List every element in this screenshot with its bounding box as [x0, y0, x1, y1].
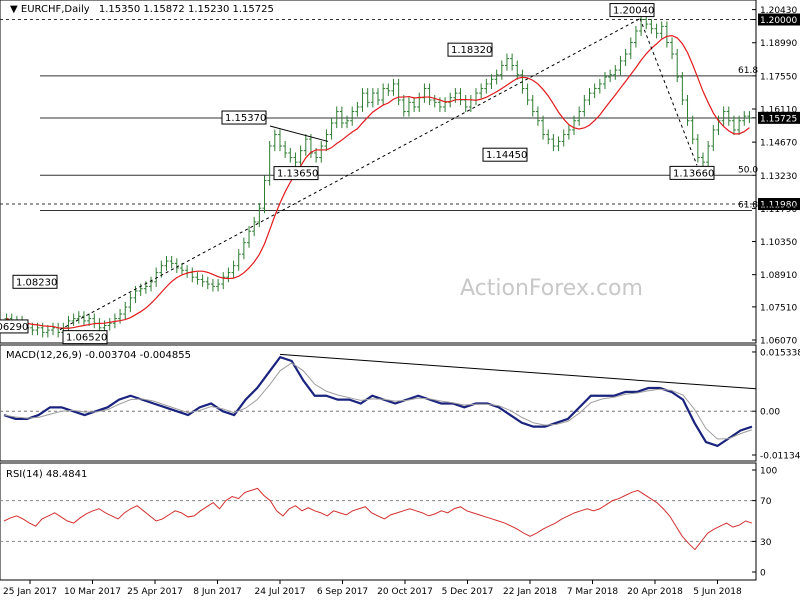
price-tick-label: 1.20430: [760, 6, 797, 16]
price-tick-label: 1.11790: [760, 205, 797, 215]
macd-signal-line: [3, 362, 753, 440]
price-annotation-box: [221, 110, 267, 125]
price-annotation-label: 1.14450: [486, 150, 527, 161]
price-tick-label: 1.10350: [760, 238, 797, 248]
rsi-layer: RSI(14) 48.4841 100 70 30 0: [0, 467, 777, 579]
trend-line: [639, 18, 698, 166]
price-tick-label: 1.18990: [760, 39, 797, 49]
price-tick-label: 1.11980: [760, 201, 797, 211]
price-annotation-label: 1.15370: [225, 113, 266, 124]
x-tick-label: 5 Dec 2017: [442, 587, 494, 597]
price-tick-label: 1.20000: [760, 16, 797, 26]
price-annotation-box: [62, 330, 108, 345]
price-annotation-label: 1.18320: [451, 45, 492, 56]
watermark: ActionForex.com: [460, 276, 643, 301]
price-tick-box: [758, 111, 800, 124]
price-annotation-label: 1.08230: [16, 277, 57, 288]
macd-line: [3, 355, 753, 448]
x-tick-label: 20 Apr 2018: [627, 587, 683, 597]
price-tick-label: 1.06070: [760, 337, 797, 347]
symbol-label: ▼ EURCHF,Daily 1.15350 1.15872 1.15230 1…: [10, 4, 274, 15]
price-tick-box: [758, 198, 800, 211]
rsi-panel-frame: [0, 462, 757, 581]
macd-layer: MACD(12,26,9) -0.003704 -0.004855 0.01533…: [0, 348, 800, 462]
price-annotation-label: 1.06520: [66, 333, 107, 344]
price-tick-box: [758, 13, 800, 26]
rsi-tick-label: 70: [760, 497, 772, 507]
rsi-line: [3, 487, 753, 551]
price-tick-label: 1.14670: [760, 139, 797, 149]
price-annotation-box: [669, 165, 715, 180]
x-tick-label: 25 Jan 2017: [3, 587, 57, 597]
x-tick-label: 8 Jun 2017: [193, 587, 241, 597]
price-annotation-box: [482, 147, 528, 162]
trend-line: [59, 18, 641, 331]
price-annotation-box: [609, 3, 655, 18]
macd-tick-label: 0.015338: [760, 348, 800, 358]
macd-panel-frame: [0, 344, 757, 462]
fib-level-tag: 61.8: [738, 66, 758, 76]
x-tick-label: 5 Jun 2018: [693, 587, 742, 597]
rsi-tick-label: 30: [760, 538, 772, 548]
fib-level-tag: 50.0: [738, 165, 758, 175]
x-tick-label: 22 Jan 2018: [503, 587, 557, 597]
x-tick-label: 10 Mar 2017: [64, 587, 121, 597]
price-panel-frame: [0, 0, 757, 344]
price-annotation-label: 1.13650: [277, 169, 318, 180]
x-tick-label: 20 Oct 2017: [377, 587, 433, 597]
price-tick-label: 1.17550: [760, 72, 797, 82]
price-tick-label: 1.16110: [760, 106, 797, 116]
macd-trend-line: [279, 353, 757, 390]
macd-tick-label: 0.00: [760, 408, 780, 418]
moving-average-line: [6, 34, 750, 329]
price-annotation-box: [447, 42, 493, 57]
price-annotation-box: [273, 166, 319, 181]
macd-title: MACD(12,26,9) -0.003704 -0.004855: [6, 350, 191, 361]
x-tick-label: 24 Jul 2017: [255, 587, 306, 597]
price-tick-label: 1.13230: [760, 172, 797, 182]
x-axis: 25 Jan 2017 10 Mar 2017 25 Apr 2017 8 Jun 2…: [3, 580, 742, 597]
price-tick-label: 1.08910: [760, 271, 797, 281]
price-annotation-box: [12, 274, 58, 289]
macd-tick-label: -0.01134: [760, 452, 800, 462]
x-tick-label: 25 Apr 2017: [127, 587, 183, 597]
price-tick-label: 1.15725: [760, 114, 797, 124]
rsi-tick-label: 0: [760, 569, 766, 579]
price-annotation-box: [0, 319, 29, 334]
trend-line: [269, 125, 329, 142]
fib-level-tag: 61.8: [738, 200, 758, 210]
x-tick-label: 6 Sep 2017: [317, 587, 368, 597]
price-tick-label: 1.07510: [760, 303, 797, 313]
price-annotation-label: 1.20040: [613, 6, 654, 17]
rsi-tick-label: 100: [760, 467, 777, 477]
x-tick-label: 7 Mar 2018: [567, 587, 619, 597]
rsi-title: RSI(14) 48.4841: [6, 469, 87, 480]
price-annotation-label: 1.13660: [673, 168, 714, 179]
